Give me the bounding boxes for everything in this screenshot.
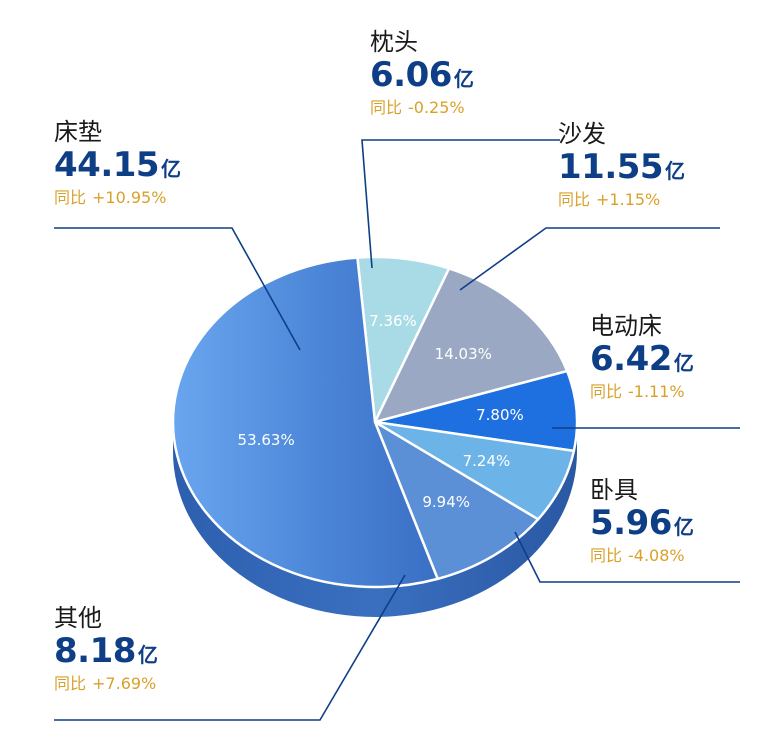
label-other-value: 8.18 亿 bbox=[54, 631, 158, 671]
label-pillow-yoy: 同比 -0.25% bbox=[370, 98, 465, 117]
label-bedding-yoy: 同比 -4.08% bbox=[590, 546, 685, 565]
leader-line-pillow bbox=[361, 139, 560, 269]
label-mattress-yoy: 同比 +10.95% bbox=[54, 188, 167, 207]
label-sofa-name: 沙发 bbox=[558, 120, 606, 148]
leader-line-other bbox=[54, 574, 406, 721]
label-sofa-yoy: 同比 +1.15% bbox=[558, 190, 661, 209]
pie-percent-label-bedding: 7.24% bbox=[463, 452, 511, 470]
pie-percent-label-electric-bed: 7.80% bbox=[476, 406, 524, 424]
pie-slice-electric-bed bbox=[373, 369, 579, 453]
leader-line-mattress bbox=[54, 227, 301, 351]
leader-line-sofa bbox=[459, 227, 720, 291]
label-other-yoy: 同比 +7.69% bbox=[54, 674, 157, 693]
pie-percent-label-pillow: 7.36% bbox=[369, 312, 417, 330]
pie-percent-label-mattress: 53.63% bbox=[238, 431, 295, 449]
leader-line-bedding bbox=[514, 531, 740, 583]
label-bedding: 卧具 5.96 亿 同比 -4.08% bbox=[590, 476, 694, 566]
label-pillow: 枕头 6.06 亿 同比 -0.25% bbox=[370, 28, 474, 118]
label-mattress-name: 床垫 bbox=[54, 118, 102, 146]
label-sofa: 沙发 11.55 亿 同比 +1.15% bbox=[558, 120, 685, 210]
label-bedding-value: 5.96 亿 bbox=[590, 503, 694, 543]
label-electric-bed-yoy: 同比 -1.11% bbox=[590, 382, 685, 401]
label-electric-bed-name: 电动床 bbox=[590, 312, 662, 340]
pie-percent-label-sofa: 14.03% bbox=[435, 345, 492, 363]
label-other-name: 其他 bbox=[54, 604, 102, 632]
pie-percent-label-other: 9.94% bbox=[422, 493, 470, 511]
label-electric-bed: 电动床 6.42 亿 同比 -1.11% bbox=[590, 312, 694, 402]
pie-side-band bbox=[173, 422, 577, 617]
label-electric-bed-value: 6.42 亿 bbox=[590, 339, 694, 379]
label-sofa-value: 11.55 亿 bbox=[558, 147, 685, 187]
label-pillow-name: 枕头 bbox=[370, 28, 418, 56]
label-mattress-value: 44.15 亿 bbox=[54, 145, 181, 185]
label-pillow-value: 6.06 亿 bbox=[370, 55, 474, 95]
pie-slice-mattress bbox=[171, 256, 439, 589]
label-other: 其他 8.18 亿 同比 +7.69% bbox=[54, 604, 158, 694]
pie-slice-other bbox=[373, 420, 540, 581]
label-bedding-name: 卧具 bbox=[590, 476, 638, 504]
label-mattress: 床垫 44.15 亿 同比 +10.95% bbox=[54, 118, 181, 208]
